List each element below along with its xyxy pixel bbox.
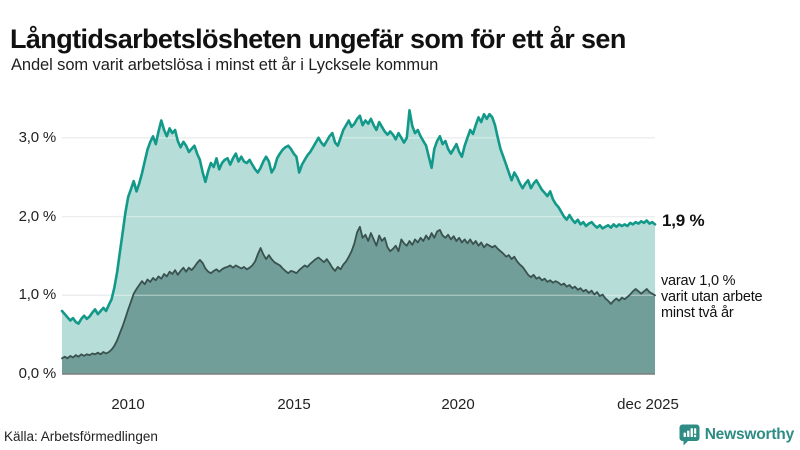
y-axis-tick-3: 3,0 % bbox=[18, 129, 57, 146]
x-axis-tick-2020: 2020 bbox=[441, 396, 475, 413]
source-note: Källa: Arbetsförmedlingen bbox=[4, 429, 158, 444]
y-axis-tick-0: 0,0 % bbox=[18, 365, 57, 382]
total-series-line bbox=[60, 109, 657, 325]
y-axis-tick-2: 2,0 % bbox=[18, 208, 57, 225]
x-axis-tick-2015: 2015 bbox=[277, 396, 311, 413]
two-year-annotation-line-3: minst två år bbox=[661, 305, 734, 321]
two-year-annotation-line-2: varit utan arbete bbox=[661, 289, 763, 305]
newsworthy-brand: Newsworthy bbox=[679, 424, 794, 446]
two-year-annotation: varav 1,0 % varit utan arbete minst två … bbox=[661, 273, 763, 321]
x-axis-tick-2010: 2010 bbox=[111, 396, 145, 413]
gridlines-overlay bbox=[62, 137, 655, 296]
y-axis-tick-1: 1,0 % bbox=[18, 286, 57, 303]
chart-title: Långtidsarbetslösheten ungefär som för e… bbox=[10, 24, 626, 55]
newsworthy-logo-icon bbox=[679, 424, 700, 446]
two-year-annotation-line-1: varav 1,0 % bbox=[661, 273, 736, 289]
two-year-series-area bbox=[62, 226, 655, 374]
end-value-label: 1,9 % bbox=[662, 211, 705, 230]
chart-subtitle: Andel som varit arbetslösa i minst ett å… bbox=[11, 56, 439, 74]
newsworthy-brand-name: Newsworthy bbox=[704, 426, 795, 443]
two-year-series-line bbox=[61, 225, 656, 360]
x-axis-tick-dec-2025: dec 2025 bbox=[617, 396, 679, 413]
